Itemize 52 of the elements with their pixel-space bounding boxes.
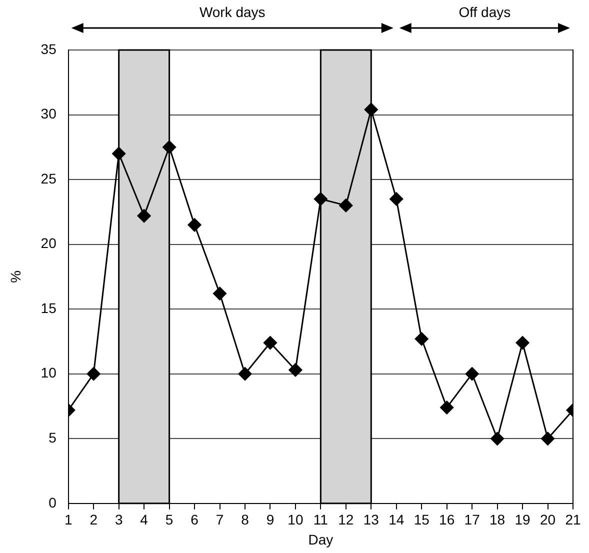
y-axis-title: % xyxy=(7,270,24,283)
y-tick-label: 20 xyxy=(40,235,57,252)
x-tick-label: 2 xyxy=(90,512,98,528)
y-tick-label: 15 xyxy=(40,300,57,316)
point xyxy=(314,192,328,206)
x-tick-label: 13 xyxy=(363,512,380,528)
x-tick-label: 1 xyxy=(64,512,72,528)
x-tick-label: 7 xyxy=(216,512,224,528)
x-axis-title: Day xyxy=(308,531,334,548)
x-tick-label: 17 xyxy=(464,512,480,528)
x-tick-label: 10 xyxy=(288,512,304,528)
x-tick-label: 20 xyxy=(540,512,556,528)
x-tick-label: 8 xyxy=(241,512,250,528)
y-tick-label: 5 xyxy=(48,429,57,446)
point xyxy=(238,367,252,381)
text: Off days xyxy=(458,4,511,20)
x-tick-label: 19 xyxy=(514,512,531,528)
point xyxy=(490,432,504,446)
y-tick-label: 35 xyxy=(40,40,57,57)
point xyxy=(414,332,428,346)
x-tick-label: 14 xyxy=(388,512,404,528)
x-tick-label: 21 xyxy=(565,512,581,528)
point xyxy=(213,286,227,300)
point xyxy=(288,363,302,377)
point xyxy=(364,102,378,116)
x-tick-label: 3 xyxy=(114,512,123,528)
x-tick-label: 9 xyxy=(266,512,274,528)
y-tick-label: 25 xyxy=(40,170,57,186)
point xyxy=(86,367,100,381)
x-tick-label: 15 xyxy=(414,512,430,528)
x-tick-label: 16 xyxy=(439,512,455,528)
x-tick-label: 6 xyxy=(190,512,199,528)
x-tick-label: 4 xyxy=(140,512,148,528)
point xyxy=(440,400,454,414)
y-tick-label: 30 xyxy=(40,106,57,122)
y-tick-label: 0 xyxy=(48,494,57,510)
x-tick-label: 5 xyxy=(165,512,174,528)
x-tick-label: 11 xyxy=(313,512,328,528)
point xyxy=(465,367,479,381)
x-tick-label: 12 xyxy=(338,512,354,528)
point xyxy=(516,336,530,350)
point xyxy=(390,192,404,206)
point xyxy=(162,140,176,154)
text: Work days xyxy=(199,4,266,20)
point xyxy=(339,198,353,212)
y-tick-label: 10 xyxy=(40,364,57,381)
point xyxy=(188,218,202,232)
point xyxy=(137,209,151,223)
x-tick-label: 18 xyxy=(490,512,506,528)
point xyxy=(112,146,126,160)
point xyxy=(263,336,277,350)
point xyxy=(541,432,555,446)
